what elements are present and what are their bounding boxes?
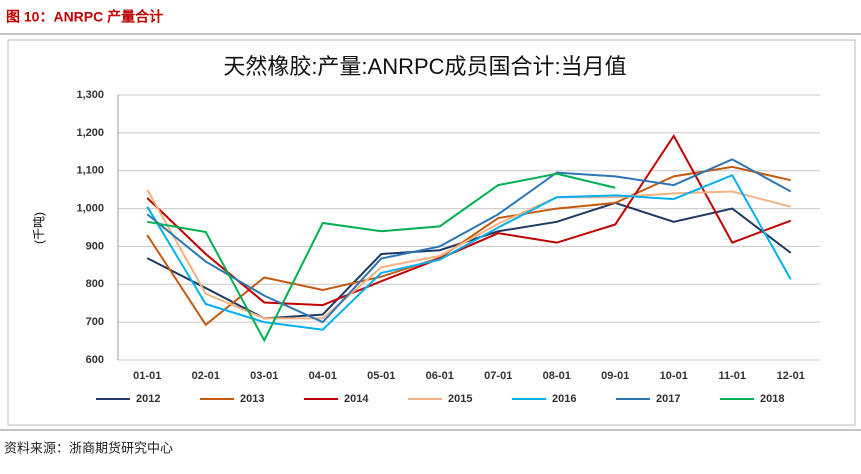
y-tick-label: 1,200: [76, 127, 104, 139]
legend-label: 2013: [240, 393, 264, 405]
x-tick-label: 01-01: [133, 370, 161, 382]
legend-label: 2014: [344, 393, 369, 405]
x-tick-label: 09-01: [601, 370, 629, 382]
y-axis-label: (千吨): [32, 212, 46, 244]
legend-label: 2016: [552, 393, 576, 405]
series-line: [146, 165, 791, 327]
legend-label: 2017: [656, 393, 680, 405]
x-tick-label: 06-01: [426, 370, 454, 382]
source: 资料来源：浙商期货研究中心: [4, 440, 173, 455]
x-tick-label: 05-01: [367, 370, 395, 382]
y-tick-label: 600: [86, 354, 104, 366]
y-tick-label: 700: [86, 316, 104, 328]
y-tick-label: 800: [86, 278, 104, 290]
x-tick-label: 03-01: [250, 370, 278, 382]
header: 图 10：ANRPC 产量合计: [6, 9, 163, 25]
chart-frame: [7, 39, 856, 426]
series-line: [146, 133, 792, 307]
series-line: [147, 172, 616, 343]
x-tick-label: 10-01: [660, 370, 688, 382]
x-tick-label: 07-01: [484, 370, 512, 382]
legend-label: 2015: [448, 393, 472, 405]
series-line: [146, 158, 792, 324]
x-tick-label: 02-01: [192, 370, 220, 382]
x-tick-label: 12-01: [777, 370, 805, 382]
legend-label: 2018: [760, 393, 784, 405]
y-tick-label: 1,000: [76, 202, 104, 214]
y-tick-label: 1,300: [76, 89, 104, 101]
legend-label: 2012: [136, 393, 160, 405]
series-line: [146, 173, 792, 331]
x-tick-label: 11-01: [718, 370, 746, 382]
y-tick-label: 900: [86, 240, 104, 252]
x-tick-label: 08-01: [543, 370, 571, 382]
series-line: [146, 189, 792, 320]
chart-title: 天然橡胶:产量:ANRPC成员国合计:当月值: [223, 54, 626, 79]
x-tick-label: 04-01: [309, 370, 337, 382]
y-tick-label: 1,100: [76, 165, 104, 177]
